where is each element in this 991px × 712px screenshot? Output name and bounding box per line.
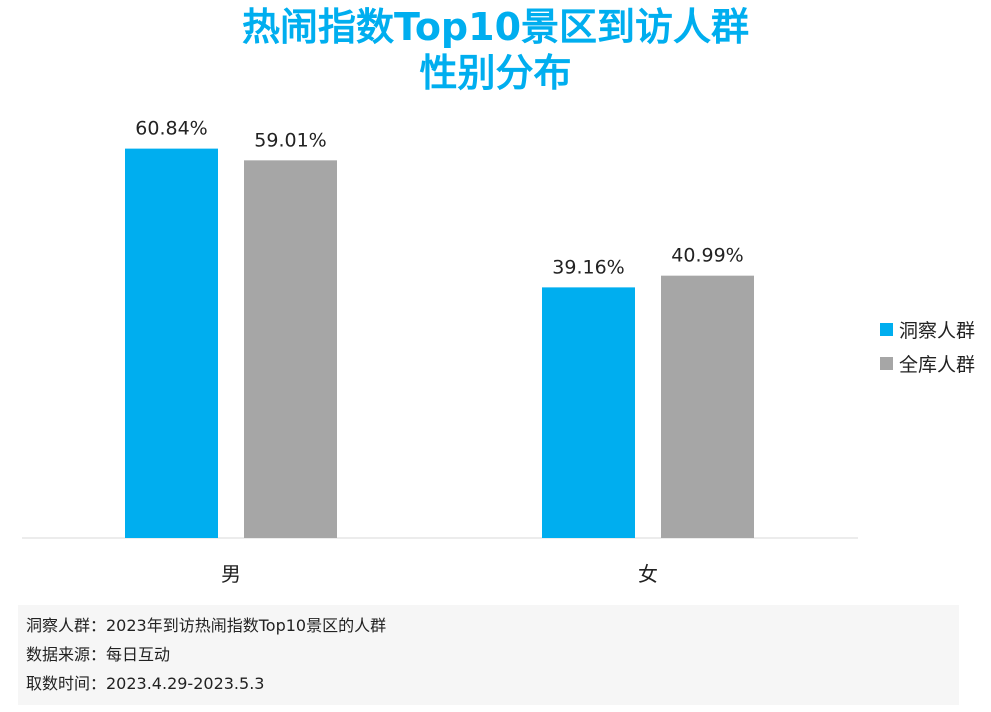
data-label-all-1: 40.99%	[671, 245, 743, 267]
chart-title: 热闹指数Top10景区到访人群 性别分布	[0, 4, 991, 96]
data-label-insight-0: 60.84%	[135, 118, 207, 140]
note-population: 洞察人群：2023年到访热闹指数Top10景区的人群	[26, 616, 387, 635]
legend-item-all: 全库人群	[880, 346, 975, 380]
note-period: 取数时间：2023.4.29-2023.5.3	[26, 674, 265, 693]
legend-label-insight: 洞察人群	[899, 319, 976, 342]
notes-box: 洞察人群：2023年到访热闹指数Top10景区的人群 数据来源：每日互动 取数时…	[18, 605, 959, 705]
bar-insight-0	[125, 148, 218, 538]
legend-swatch-all	[880, 356, 893, 370]
bar-chart: 60.84% 59.01% 男 39.16% 40.99% 女	[22, 118, 858, 586]
x-tick-label-1: 女	[638, 562, 658, 586]
x-tick-label-0: 男	[221, 562, 241, 586]
chart-title-line1: 热闹指数Top10景区到访人群	[241, 5, 750, 49]
note-source: 数据来源：每日互动	[26, 645, 171, 664]
chart-title-line2: 性别分布	[419, 51, 572, 95]
legend-item-insight: 洞察人群	[880, 312, 975, 346]
bar-all-0	[244, 160, 337, 538]
data-label-all-0: 59.01%	[254, 129, 326, 151]
legend: 洞察人群 全库人群	[880, 312, 975, 380]
bar-all-1	[661, 275, 754, 538]
legend-swatch-insight	[880, 322, 893, 336]
bar-insight-1	[542, 287, 635, 538]
legend-label-all: 全库人群	[899, 353, 976, 376]
data-label-insight-1: 39.16%	[552, 256, 624, 278]
